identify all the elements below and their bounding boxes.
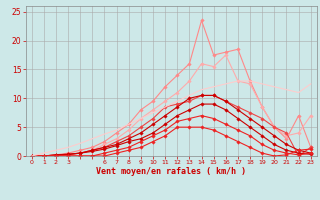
X-axis label: Vent moyen/en rafales ( km/h ): Vent moyen/en rafales ( km/h ): [96, 167, 246, 176]
